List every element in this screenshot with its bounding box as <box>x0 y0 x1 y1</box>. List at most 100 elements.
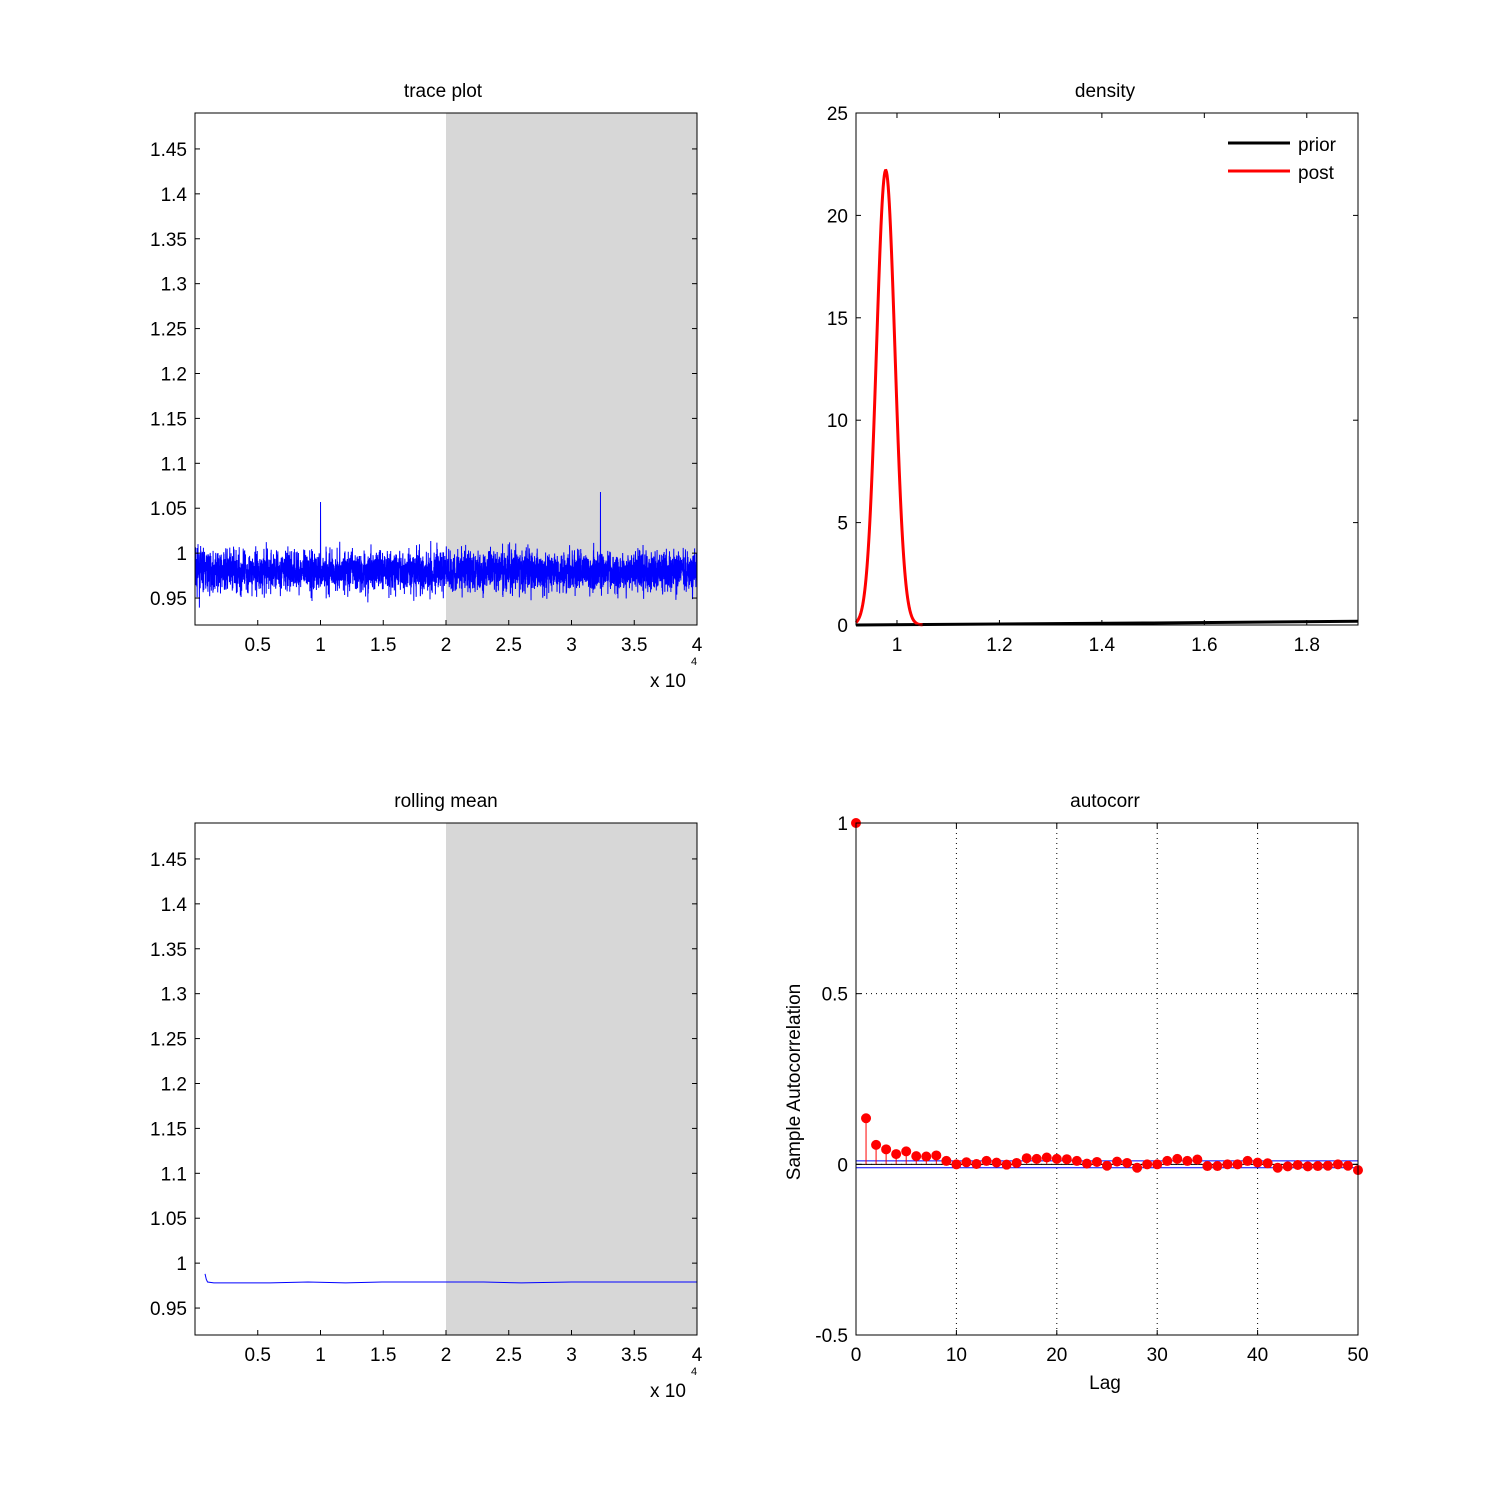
density-post-line <box>854 168 923 627</box>
x-tick-label: 50 <box>1347 1345 1368 1366</box>
acf-point <box>1292 1160 1303 1171</box>
acf-point <box>1011 1157 1022 1168</box>
y-tick-label: 1.1 <box>161 454 187 475</box>
x-tick-label: 1.5 <box>370 635 396 656</box>
legend-prior-label: prior <box>1298 135 1337 156</box>
rolling-mean-panel: rolling mean 0.5 1 1.5 2 2.5 3 3.5 4 0.95 1 1.05 1… <box>150 791 703 1402</box>
acf-point <box>961 1157 972 1168</box>
legend-post-label: post <box>1298 163 1335 184</box>
acf-point <box>991 1157 1002 1168</box>
density-y-ticks: 0 5 10 15 20 25 <box>827 104 1358 637</box>
x-tick-label: 1 <box>315 635 326 656</box>
rolling-mean-title: rolling mean <box>394 791 498 812</box>
trace-plot-x-exponent: x 10 <box>650 671 686 692</box>
x-tick-label: 1.2 <box>986 635 1012 656</box>
acf-point <box>1182 1155 1193 1166</box>
acf-point <box>1272 1162 1283 1173</box>
acf-point <box>1222 1159 1233 1170</box>
acf-point <box>1041 1152 1052 1163</box>
trace-plot-series <box>194 492 698 608</box>
acf-point <box>1001 1159 1012 1170</box>
y-tick-label: 1.05 <box>150 499 187 520</box>
y-tick-label: 1.3 <box>161 275 187 296</box>
acf-point <box>1302 1161 1313 1172</box>
density-legend: prior post <box>1228 135 1337 184</box>
x-tick-label: 4 <box>692 635 703 656</box>
trace-plot-panel: trace plot 0.5 1 1.5 2 2.5 3 3.5 4 0.95 1 1.05 1.1… <box>150 81 703 692</box>
x-tick-label: 2.5 <box>496 635 522 656</box>
trace-plot-title: trace plot <box>404 81 483 102</box>
y-tick-label: 1.35 <box>150 940 187 961</box>
acf-point <box>1031 1153 1042 1164</box>
y-tick-label: 1.25 <box>150 320 187 341</box>
autocorr-grid <box>856 822 1359 1336</box>
autocorr-stems <box>851 818 1363 1176</box>
autocorr-panel: autocorr 0 10 20 30 40 50 -0.500.51 Lag Sampl… <box>784 791 1369 1394</box>
x-tick-label: 3 <box>566 1345 577 1366</box>
y-tick-label: 1.1 <box>161 1164 187 1185</box>
y-tick-label: 1 <box>837 814 848 835</box>
y-tick-label: 1.45 <box>150 850 187 871</box>
y-tick-label: 0.5 <box>822 985 848 1006</box>
acf-point <box>1252 1157 1263 1168</box>
acf-point <box>881 1144 892 1155</box>
rolling-mean-y-ticks: 0.95 1 1.05 1.1 1.15 1.2 1.25 1.3 1.35 1.4 1.45 <box>150 850 697 1320</box>
x-tick-label: 3.5 <box>621 1345 647 1366</box>
y-tick-label: -0.5 <box>815 1326 848 1347</box>
acf-point <box>1232 1159 1243 1170</box>
x-tick-label: 1.8 <box>1294 635 1320 656</box>
x-tick-label: 1.5 <box>370 1345 396 1366</box>
y-tick-label: 20 <box>827 206 848 227</box>
acf-point <box>1262 1158 1273 1169</box>
acf-point <box>1051 1153 1062 1164</box>
y-tick-label: 0 <box>837 1155 848 1176</box>
autocorr-ylabel: Sample Autocorrelation <box>784 984 805 1180</box>
autocorr-x-ticks: 0 10 20 30 40 50 <box>851 823 1369 1366</box>
x-tick-label: 0.5 <box>245 1345 271 1366</box>
x-tick-label: 4 <box>692 1345 703 1366</box>
y-tick-label: 1 <box>176 544 187 565</box>
y-tick-label: 1.35 <box>150 230 187 251</box>
rolling-mean-x-exponent: x 10 <box>650 1381 686 1402</box>
acf-point <box>1091 1156 1102 1167</box>
acf-point <box>1322 1160 1333 1171</box>
acf-point <box>921 1151 932 1162</box>
trace-plot-shaded-region <box>446 113 697 625</box>
x-tick-label: 3 <box>566 635 577 656</box>
acf-point <box>1081 1158 1092 1169</box>
acf-point <box>981 1155 992 1166</box>
acf-point <box>1172 1153 1183 1164</box>
acf-point <box>1342 1160 1353 1171</box>
density-prior-line <box>855 619 1359 627</box>
y-tick-label: 1.2 <box>161 1074 187 1095</box>
y-tick-label: 5 <box>837 514 848 535</box>
acf-point <box>1021 1153 1032 1164</box>
rolling-mean-x-exponent-power: 4 <box>691 1366 697 1378</box>
acf-point <box>1071 1155 1082 1166</box>
acf-point <box>871 1139 882 1150</box>
acf-point <box>901 1146 912 1157</box>
acf-point <box>861 1113 872 1124</box>
y-tick-label: 1.25 <box>150 1030 187 1051</box>
x-tick-label: 2 <box>441 1345 452 1366</box>
x-tick-label: 0 <box>851 1345 862 1366</box>
y-tick-label: 1.15 <box>150 1119 187 1140</box>
x-tick-label: 3.5 <box>621 635 647 656</box>
acf-point <box>1282 1161 1293 1172</box>
acf-point <box>1212 1161 1223 1172</box>
x-tick-label: 1 <box>315 1345 326 1366</box>
y-tick-label: 0 <box>837 616 848 637</box>
x-tick-label: 1 <box>892 635 903 656</box>
acf-point <box>1332 1159 1343 1170</box>
y-tick-label: 1.45 <box>150 140 187 161</box>
y-tick-label: 1.2 <box>161 364 187 385</box>
acf-point <box>911 1151 922 1162</box>
x-tick-label: 40 <box>1247 1345 1268 1366</box>
x-tick-label: 2.5 <box>496 1345 522 1366</box>
y-tick-label: 0.95 <box>150 1299 187 1320</box>
acf-point <box>1162 1155 1173 1166</box>
trace-plot-x-exponent-power: 4 <box>691 656 697 668</box>
acf-point <box>891 1149 902 1160</box>
x-tick-label: 10 <box>946 1345 967 1366</box>
